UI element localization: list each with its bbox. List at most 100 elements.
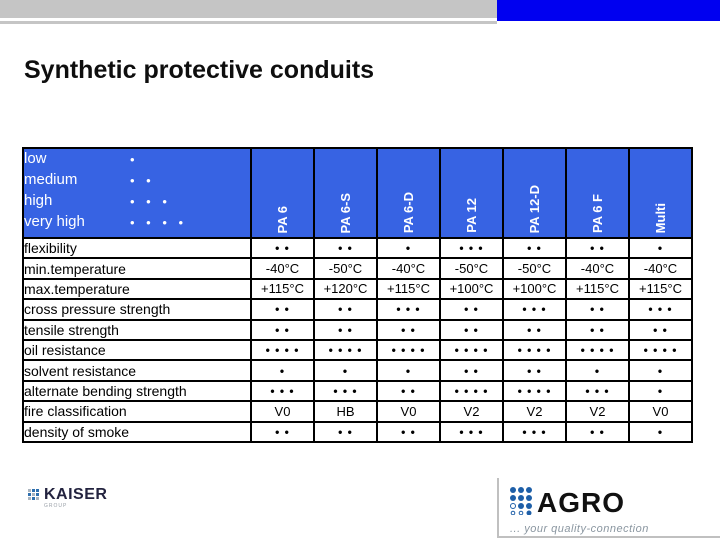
table-cell: • • [313,420,378,444]
row-label: flexibility [22,236,252,260]
table-cell: • • [376,420,441,444]
legend-dots: • [130,152,139,167]
table-cell: • [628,379,693,403]
legend-dots: • • [130,173,155,188]
table-cell: +115°C [565,277,630,301]
table-cell: • • [439,359,504,382]
column-header-pa-6-s: PA 6-S [313,147,378,239]
table-cell: V0 [250,400,315,423]
column-header-label: PA 12-D [527,184,542,233]
row-label: fire classification [22,400,252,423]
agro-logo-icon [508,485,534,520]
column-header-pa-6-d: PA 6-D [376,147,441,239]
table-cell: +120°C [313,277,378,301]
column-header-label: Multi [653,202,668,233]
legend-dots: • • • • [130,215,188,230]
column-header-label: PA 6-S [338,192,353,233]
table-cell: • [376,359,441,382]
table-cell: • [628,236,693,260]
table-row: oil resistance • • • • • • • • • • • • • • •… [22,338,693,362]
table-cell: +115°C [628,277,693,301]
kaiser-logo-icon [28,487,44,509]
table-cell: V2 [565,400,630,423]
column-header-pa-12-d: PA 12-D [502,147,567,239]
row-label: min.temperature [22,257,252,280]
kaiser-logo-text: KAISER [44,486,108,503]
table-cell: • [628,359,693,382]
table-cell: • • [250,298,315,321]
table-cell: • • [250,420,315,444]
legend-row: high • • • [24,191,250,212]
table-cell: • • [376,318,441,341]
footer-divider-horizontal [497,536,720,538]
table-row: tensile strength • • • • • • • • • • • • • • [22,318,693,341]
table-cell: • • • [628,298,693,321]
table-row: density of smoke • • • • • • • • • • • • • • • [22,420,693,444]
footer-divider-vertical [497,478,499,537]
row-label: oil resistance [22,338,252,362]
table-cell: +115°C [376,277,441,301]
table-cell: HB [313,400,378,423]
legend-row: medium • • [24,170,250,191]
table-cell: • • • • [502,379,567,403]
table-cell: +100°C [439,277,504,301]
table-cell: • • [313,298,378,321]
column-header-pa-6-f: PA 6 F [565,147,630,239]
table-cell: • • [502,236,567,260]
table-cell: • [313,359,378,382]
table-cell: • • • • [376,338,441,362]
table-cell: • • [502,318,567,341]
legend-row: low • [24,149,250,170]
column-header-pa-6: PA 6 [250,147,315,239]
legend-dots: • • • [130,194,171,209]
page-title: Synthetic protective conduits [24,56,375,84]
table-cell: • • • [250,379,315,403]
table-cell: V0 [628,400,693,423]
table-cell: • • • [502,298,567,321]
row-label: max.temperature [22,277,252,301]
table-cell: • [565,359,630,382]
row-label: density of smoke [22,420,252,444]
table-cell: • • • [376,298,441,321]
column-header-multi: Multi [628,147,693,239]
table-cell: • • • [439,236,504,260]
table-cell: • • [376,379,441,403]
conduit-comparison-table: low • medium • • high • • • very high • • • • PA… [22,147,693,444]
agro-tagline: ... your quality-connection [510,523,649,535]
table-cell: • • [565,318,630,341]
rating-legend: low • medium • • high • • • very high • • • • [22,147,252,239]
table-cell: • • [565,298,630,321]
top-bar-blue [497,0,720,21]
table-cell: • • • [502,420,567,444]
table-cell: -50°C [502,257,567,280]
table-cell: • • [439,298,504,321]
table-cell: • • • [313,379,378,403]
table-cell: -40°C [565,257,630,280]
table-cell: • • • • [313,338,378,362]
legend-label: low [24,150,47,167]
table-cell: • • • • [565,338,630,362]
agro-logo: AGRO ... your quality-connection [508,485,649,535]
legend-label: medium [24,171,78,188]
table-cell: • [628,420,693,444]
table-cell: • • • • [439,338,504,362]
header-row: low • medium • • high • • • very high • • • • PA… [22,147,693,239]
column-header-pa-12: PA 12 [439,147,504,239]
table-row: solvent resistance • • • • • • • • • [22,359,693,382]
table-cell: +100°C [502,277,567,301]
legend-row: very high • • • • [24,212,250,233]
table-cell: -40°C [376,257,441,280]
table-cell: V2 [439,400,504,423]
conduit-table: low • medium • • high • • • very high • • • • PA… [22,147,693,444]
column-header-label: PA 12 [464,198,479,233]
kaiser-logo-subtext: GROUP [44,503,68,509]
table-cell: • • • • [439,379,504,403]
table-cell: • • • [565,379,630,403]
kaiser-logo: KAISER GROUP [28,487,107,509]
row-label: cross pressure strength [22,298,252,321]
table-row: cross pressure strength • • • • • • • • • • •… [22,298,693,321]
table-cell: -50°C [313,257,378,280]
column-header-label: PA 6 [275,205,290,233]
table-cell: • • [313,236,378,260]
agro-logo-text: AGRO [537,486,625,518]
